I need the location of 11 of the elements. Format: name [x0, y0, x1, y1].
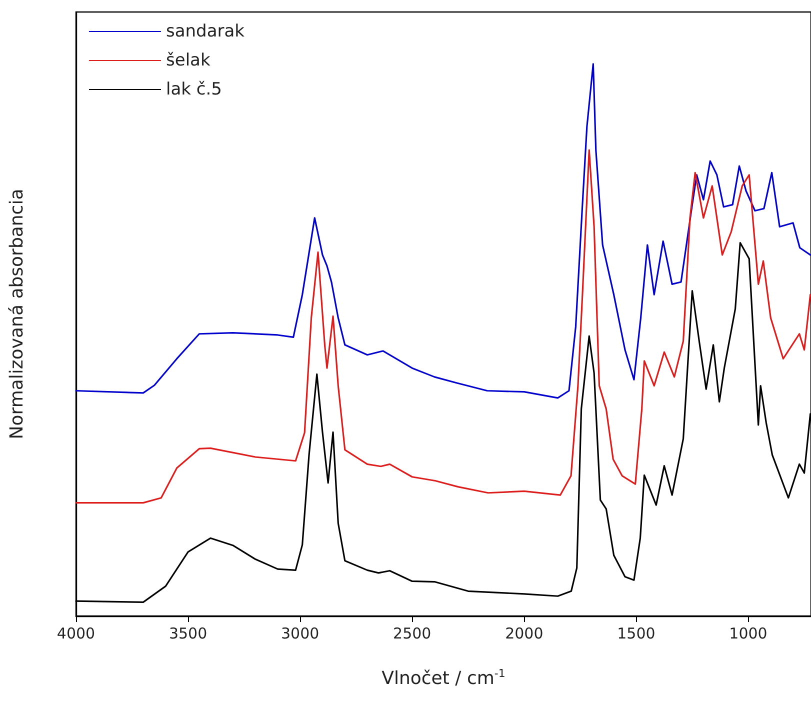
x-tick-label: 1000 — [729, 624, 768, 642]
x-tick-label: 3000 — [280, 624, 320, 642]
x-tick-label: 2000 — [505, 624, 544, 642]
legend-label: lak č.5 — [166, 80, 222, 100]
legend-label: sandarak — [166, 22, 245, 42]
x-tick-label: 3500 — [168, 624, 208, 642]
y-axis-title: Normalizovaná absorbancia — [6, 188, 28, 440]
x-tick-label: 4000 — [56, 624, 96, 642]
x-tick-label: 2500 — [393, 624, 432, 642]
x-tick-label: 1500 — [617, 624, 656, 642]
legend-label: šelak — [166, 50, 210, 70]
